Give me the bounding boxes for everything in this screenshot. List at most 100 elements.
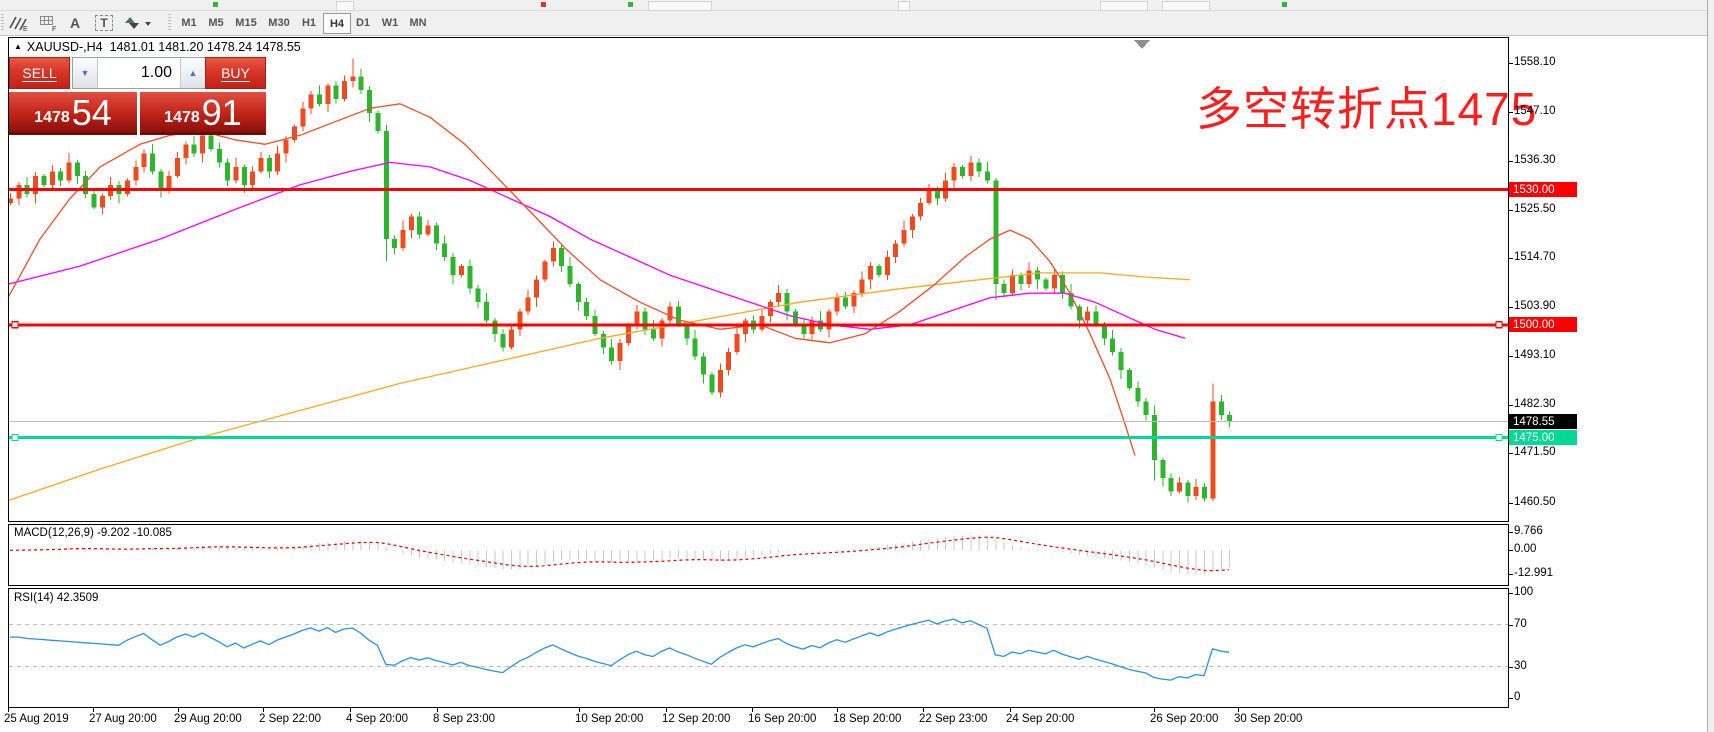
window-right-edge[interactable] (1707, 0, 1714, 732)
volume-decrease-button[interactable]: ▼ (73, 58, 98, 88)
hline-price-box: 1530.00 (1509, 182, 1577, 197)
hline-handle (11, 321, 19, 329)
price-tick (1509, 503, 1513, 504)
rsi-scale-label: 30 (1514, 660, 1527, 672)
time-tick (350, 708, 351, 712)
timeframe-button-mn[interactable]: MN (409, 16, 427, 29)
svg-text:F: F (52, 26, 56, 32)
time-tick-label: 4 Sep 20:00 (346, 713, 409, 725)
volume-increase-button[interactable]: ▲ (180, 58, 205, 88)
cropped-green-icon (628, 2, 633, 7)
timeframe-button-d1[interactable]: D1 (355, 16, 371, 29)
buy-price-big: 91 (201, 92, 242, 134)
rsi-tick (1509, 625, 1513, 626)
ma-slow-line (9, 272, 1191, 502)
title-up-triangle-icon: ▲ (14, 42, 22, 51)
time-tick-label: 12 Sep 20:00 (662, 713, 731, 725)
price-tick (1509, 453, 1513, 454)
strip-box (898, 1, 910, 11)
rsi-tick (1509, 698, 1513, 699)
macd-chart (9, 534, 1231, 575)
price-tick-label: 1482.30 (1514, 398, 1556, 410)
macd-signal-line (9, 536, 1230, 572)
macd-scale-label: -12.991 (1514, 567, 1554, 579)
price-tick (1509, 161, 1513, 162)
volume-input[interactable] (98, 58, 180, 88)
one-click-trading-widget: SELL ▼ ▲ BUY 1478 54 1478 91 (8, 57, 268, 135)
rsi-chart (9, 618, 1508, 681)
timeframe-button-h1[interactable]: H1 (301, 16, 317, 29)
price-tick-label: 1514.70 (1514, 251, 1556, 263)
price-tick-label: 1471.50 (1514, 446, 1556, 458)
strip-box (336, 1, 354, 11)
time-tick (178, 708, 179, 712)
rsi-tick (1509, 593, 1513, 594)
price-tick (1509, 63, 1513, 64)
hline-handle (1495, 321, 1503, 329)
volume-spinner: ▼ ▲ (72, 57, 206, 89)
sell-button[interactable]: SELL (9, 57, 70, 89)
timeframe-button-m5[interactable]: M5 (208, 16, 224, 29)
text-box-icon[interactable]: T (92, 12, 116, 33)
svg-text:E: E (23, 26, 28, 32)
indicators-icon[interactable]: E (6, 12, 32, 33)
macd-scale-label: 0.00 (1514, 543, 1537, 555)
toolbar-grip[interactable] (168, 14, 171, 32)
time-tick (752, 708, 753, 712)
price-tick-label: 1525.50 (1514, 203, 1556, 215)
hline-handle (1495, 433, 1503, 442)
time-tick-label: 25 Aug 2019 (4, 713, 69, 725)
price-tick-label: 1558.10 (1514, 56, 1556, 68)
timeframe-button-m15[interactable]: M15 (235, 16, 257, 29)
price-tick-label: 1536.30 (1514, 154, 1556, 166)
price-tick (1509, 210, 1513, 211)
sell-button-label: SELL (22, 65, 57, 81)
macd-panel[interactable] (8, 524, 1509, 586)
time-tick-label: 18 Sep 20:00 (833, 713, 902, 725)
time-tick (666, 708, 667, 712)
rsi-panel[interactable] (8, 588, 1509, 708)
macd-tick (1509, 532, 1513, 533)
timeframe-button-h4[interactable]: H4 (323, 13, 351, 34)
rsi-scale-label: 100 (1514, 586, 1534, 598)
price-tick-label: 1503.90 (1514, 300, 1556, 312)
time-tick (923, 708, 924, 712)
time-tick (1010, 708, 1011, 712)
price-tick (1509, 307, 1513, 308)
time-tick (437, 708, 438, 712)
timeframe-button-m30[interactable]: M30 (268, 16, 290, 29)
time-tick-label: 8 Sep 23:00 (433, 713, 496, 725)
time-tick-label: 2 Sep 22:00 (259, 713, 322, 725)
time-tick-label: 24 Sep 20:00 (1006, 713, 1075, 725)
text-label-icon[interactable]: A (69, 14, 81, 31)
cropped-green-icon (1282, 2, 1287, 7)
time-tick-label: 30 Sep 20:00 (1234, 713, 1303, 725)
strip-box (1100, 1, 1148, 11)
time-tick-label: 22 Sep 23:00 (919, 713, 988, 725)
price-tick-label: 1493.10 (1514, 349, 1556, 361)
rsi-scale-label: 70 (1514, 618, 1527, 630)
ohlc-values: 1481.01 1481.20 1478.24 1478.55 (109, 40, 301, 54)
price-tick-label: 1547.10 (1514, 105, 1556, 117)
time-tick-label: 27 Aug 20:00 (89, 713, 157, 725)
arrow-objects-icon[interactable] (122, 12, 156, 33)
strip-box (648, 1, 712, 11)
chart-toolbar: E F A T M1 M5 M15 M30 H1 H4 D1 W1 MN (0, 11, 1714, 36)
rsi-line (10, 618, 1230, 681)
time-tick (579, 708, 580, 712)
timeframe-button-w1[interactable]: W1 (381, 16, 399, 29)
timeframe-button-m1[interactable]: M1 (181, 16, 197, 29)
time-tick (1154, 708, 1155, 712)
price-tick-label: 1460.50 (1514, 496, 1556, 508)
buy-price-panel[interactable]: 1478 91 (140, 92, 266, 135)
cropped-red-icon (541, 2, 546, 7)
time-tick (93, 708, 94, 712)
time-tick (1238, 708, 1239, 712)
grid-icon[interactable]: F (36, 12, 62, 33)
buy-button[interactable]: BUY (205, 57, 266, 89)
toolbar-grip[interactable] (1, 14, 4, 32)
price-tick (1509, 356, 1513, 357)
top-partial-toolbar (0, 0, 1714, 11)
rsi-scale-label: 0 (1514, 691, 1521, 703)
sell-price-panel[interactable]: 1478 54 (9, 92, 137, 135)
